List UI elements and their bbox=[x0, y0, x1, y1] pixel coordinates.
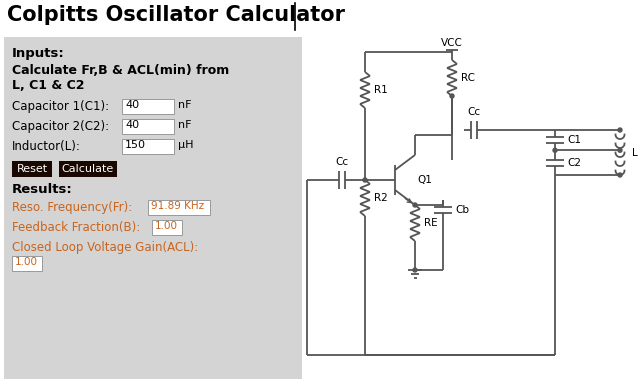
Text: Inductor(L):: Inductor(L): bbox=[12, 140, 81, 153]
Text: C2: C2 bbox=[567, 157, 581, 167]
Text: Calculate Fr,B & ACL(min) from: Calculate Fr,B & ACL(min) from bbox=[12, 64, 229, 77]
Text: 1.00: 1.00 bbox=[15, 257, 38, 267]
Bar bbox=[122, 99, 174, 114]
Text: R2: R2 bbox=[374, 193, 388, 203]
Bar bbox=[59, 161, 117, 177]
Bar bbox=[152, 220, 182, 235]
Text: L, C1 & C2: L, C1 & C2 bbox=[12, 79, 84, 92]
Text: C1: C1 bbox=[567, 135, 581, 145]
Text: 40: 40 bbox=[125, 120, 139, 130]
Bar bbox=[12, 256, 42, 271]
Text: Cc: Cc bbox=[467, 107, 481, 117]
Text: nF: nF bbox=[178, 100, 191, 110]
Bar bbox=[4, 37, 302, 379]
Text: RE: RE bbox=[424, 218, 438, 228]
Circle shape bbox=[618, 128, 622, 132]
Text: Feedback Fraction(B):: Feedback Fraction(B): bbox=[12, 221, 140, 234]
Bar bbox=[148, 200, 210, 215]
Text: Inputs:: Inputs: bbox=[12, 47, 65, 60]
Circle shape bbox=[618, 173, 622, 177]
Text: Cb: Cb bbox=[455, 205, 469, 215]
Bar bbox=[122, 119, 174, 134]
Text: VCC: VCC bbox=[441, 38, 463, 48]
Circle shape bbox=[553, 148, 557, 152]
Text: Reset: Reset bbox=[17, 164, 47, 174]
Text: Calculate: Calculate bbox=[62, 164, 114, 174]
Text: 40: 40 bbox=[125, 100, 139, 110]
Bar bbox=[12, 161, 52, 177]
Text: Q1: Q1 bbox=[417, 175, 432, 185]
Text: nF: nF bbox=[178, 120, 191, 130]
Text: μH: μH bbox=[178, 140, 193, 150]
Text: Closed Loop Voltage Gain(ACL):: Closed Loop Voltage Gain(ACL): bbox=[12, 241, 198, 254]
Circle shape bbox=[450, 94, 454, 98]
Text: Capacitor 2(C2):: Capacitor 2(C2): bbox=[12, 120, 109, 133]
Text: R1: R1 bbox=[374, 85, 388, 95]
Bar bbox=[122, 139, 174, 154]
Text: Capacitor 1(C1):: Capacitor 1(C1): bbox=[12, 100, 109, 113]
Text: L: L bbox=[632, 147, 637, 157]
Circle shape bbox=[618, 148, 622, 152]
Text: 150: 150 bbox=[125, 140, 146, 150]
Circle shape bbox=[363, 178, 367, 182]
Text: Cc: Cc bbox=[335, 157, 349, 167]
Text: Reso. Frequency(Fr):: Reso. Frequency(Fr): bbox=[12, 201, 132, 214]
Text: 91.89 KHz: 91.89 KHz bbox=[151, 201, 204, 211]
Text: Colpitts Oscillator Calculator: Colpitts Oscillator Calculator bbox=[7, 5, 345, 25]
Text: RC: RC bbox=[461, 73, 475, 83]
Circle shape bbox=[413, 268, 417, 272]
Circle shape bbox=[413, 203, 417, 207]
Text: 1.00: 1.00 bbox=[155, 221, 178, 231]
Text: Results:: Results: bbox=[12, 183, 73, 196]
